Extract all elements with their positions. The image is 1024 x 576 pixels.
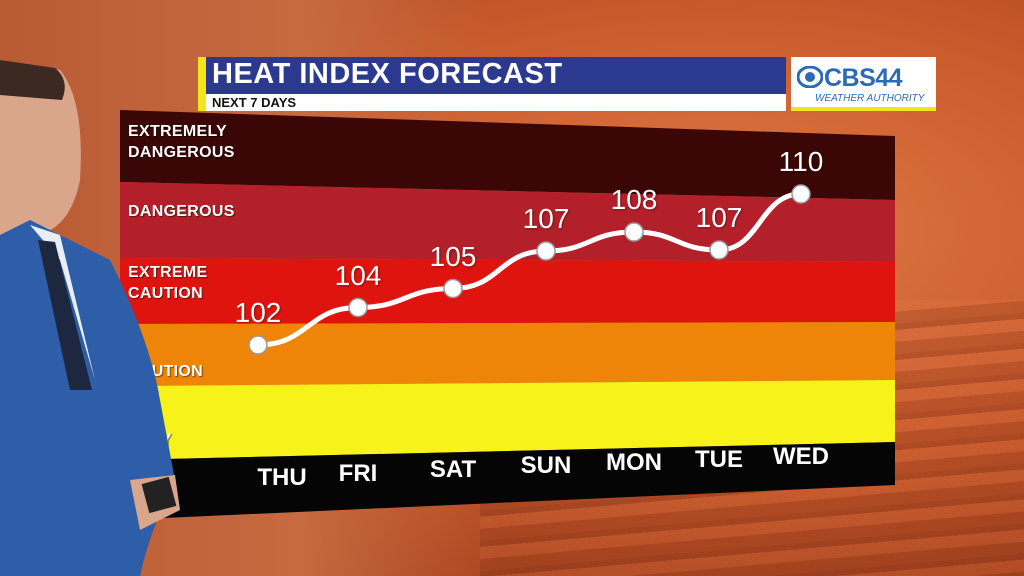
forecast-line (248, 184, 811, 355)
data-point-mon (624, 222, 644, 242)
station-logo (791, 57, 936, 111)
logo-brand: CBS44 (824, 64, 903, 92)
day-label-thu: THU (257, 464, 307, 491)
value-label-sun: 107 (522, 203, 570, 234)
day-band (120, 442, 895, 520)
day-label-sun: SUN (520, 452, 572, 479)
data-point-sat (443, 278, 463, 299)
zone-band (120, 380, 895, 460)
zone-label-dangerous: DANGEROUS (128, 203, 235, 220)
zone-band (120, 182, 895, 262)
value-label-tue: 107 (695, 202, 743, 233)
zone-band (120, 258, 895, 324)
data-point-wed (791, 184, 811, 204)
zone-band (120, 322, 895, 386)
day-label-mon: MON (606, 449, 662, 476)
zone-label-extreme-caution: EXTREME CAUTION (128, 264, 208, 302)
presenter (0, 60, 180, 576)
zone-band (120, 110, 895, 200)
value-label-mon: 108 (610, 184, 658, 215)
cbs-eye-icon (797, 66, 823, 88)
value-label-fri: 104 (334, 259, 382, 291)
data-point-fri (348, 297, 368, 318)
value-label-wed: 110 (778, 146, 824, 177)
value-label-sat: 105 (429, 240, 477, 272)
day-label-fri: FRI (338, 460, 378, 487)
value-label-thu: 102 (234, 297, 282, 328)
zone-bands (120, 110, 895, 520)
chart-subtitle: NEXT 7 DAYS (212, 95, 297, 110)
data-point-thu (248, 335, 268, 355)
day-label-tue: TUE (695, 446, 743, 473)
logo-tagline: WEATHER AUTHORITY (815, 93, 925, 104)
chart-title: HEAT INDEX FORECAST (212, 58, 563, 90)
heat-index-board (120, 110, 895, 520)
day-label-sat: SAT (429, 456, 477, 483)
data-point-tue (709, 240, 729, 260)
data-point-sun (536, 241, 556, 261)
zone-label-extremely-dangerous: EXTREMELY DANGEROUS (128, 123, 235, 161)
subtitle-bar (198, 94, 786, 111)
day-label-wed: WED (773, 443, 829, 470)
title-bar (198, 57, 786, 94)
